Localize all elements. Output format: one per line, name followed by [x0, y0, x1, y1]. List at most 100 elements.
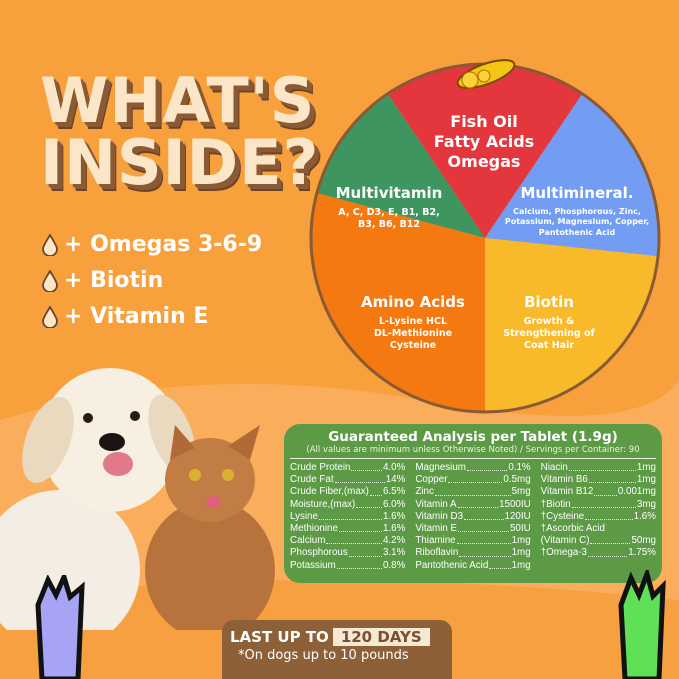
analysis-row: †Cysteine 1.6%: [541, 511, 656, 523]
analysis-row: Phosphorous 3.1%: [290, 547, 405, 559]
bullet-text: + Biotin: [64, 268, 164, 293]
wheel-detail-line: Calcium, Phosphorous, Zinc,: [513, 206, 641, 216]
wheel-title-line: Fish Oil: [450, 112, 518, 131]
wheel-detail-line: Pantothenic Acid: [538, 227, 616, 237]
analysis-column: Magnesium 0.1% Copper 0.5mg Zinc 5mg Vitamin A…: [415, 462, 530, 572]
drop-icon: [42, 269, 58, 292]
last-up-to-label: LAST UP TO: [230, 628, 329, 646]
guaranteed-analysis-panel: Guaranteed Analysis per Tablet (1.9g) (A…: [284, 424, 662, 583]
nutrient-value: 1.6%: [382, 523, 406, 535]
analysis-row: Pantothenic Acid 1mg: [415, 560, 530, 572]
bullet-text: + Vitamin E: [64, 304, 209, 329]
analysis-row: (Vitamin C) 50mg: [541, 535, 656, 547]
bullet-text: + Omegas 3-6-9: [64, 232, 263, 257]
analysis-row: Magnesium 0.1%: [415, 462, 530, 474]
dot-leader: [587, 555, 628, 557]
dot-leader: [457, 506, 499, 508]
analysis-row: Crude Fat 14%: [290, 474, 405, 486]
nutrient-name: Moisture,(max): [290, 498, 356, 510]
nutrient-value: 1mg: [511, 547, 531, 559]
nutrient-value: 1mg: [636, 474, 656, 486]
analysis-row: Niacin 1mg: [541, 462, 656, 474]
dog-and-cat-photo: [0, 368, 275, 630]
nutrient-name: Magnesium: [415, 462, 466, 473]
nutrient-name: Potassium: [290, 559, 336, 571]
dot-leader: [464, 519, 504, 521]
nutrient-value: 1mg: [511, 535, 531, 547]
dot-leader: [459, 555, 511, 557]
wheel-label-amino: Amino Acids L-Lysine HCL DL-Methionine Cyst…: [361, 293, 465, 353]
nutrient-name: Niacin: [540, 462, 568, 473]
nutrient-name: †Biotin: [540, 498, 571, 510]
wheel-detail-line: L-Lysine HCL: [379, 315, 447, 327]
nutrient-name: Vitamin D3: [415, 510, 464, 522]
dot-leader: [318, 519, 382, 521]
nutrient-name: Riboflavin: [415, 547, 459, 559]
wheel-slice-amino: [310, 192, 485, 412]
wheel-slice-biotin: [485, 238, 659, 412]
dot-leader: [338, 531, 382, 533]
dot-leader: [585, 519, 633, 521]
footer-note: *On dogs up to 10 pounds: [238, 648, 409, 663]
wheel-detail-line: Growth &: [523, 315, 575, 327]
analysis-row: †Omega-3 1.75%: [541, 547, 656, 559]
nutrient-value: 0.1%: [508, 462, 531, 473]
wheel-title-line: Fatty Acids: [433, 132, 535, 151]
nutrient-value: 50mg: [631, 535, 656, 547]
nutrient-name: Crude Protein: [290, 462, 351, 473]
wheel-title: Multimineral.: [520, 184, 634, 202]
nutrient-value: 1mg: [511, 559, 531, 571]
wheel-slice-fish: [387, 63, 583, 238]
dot-leader: [348, 555, 382, 557]
wheel-title: Amino Acids: [361, 293, 465, 311]
wheel-title: Multivitamin: [335, 184, 443, 202]
wheel-detail-line: DL-Methionine: [373, 328, 453, 340]
dot-leader: [336, 567, 382, 569]
wheel-slice-multimineral: [485, 93, 660, 257]
dot-leader: [568, 470, 636, 472]
analysis-row: Riboflavin 1mg: [415, 547, 530, 559]
wheel-label-multivitamin: Multivitamin A, C, D3, E, B1, B2, B3, B6, …: [336, 184, 443, 231]
nutrient-name: Vitamin A: [415, 498, 457, 510]
title-line1: WHAT'S: [40, 64, 316, 137]
nutrient-name: †Omega-3: [540, 547, 587, 559]
nutrient-value: 0.5mg: [503, 474, 531, 486]
dot-leader: [489, 567, 511, 569]
wheel-label-fish: Fish Oil Fatty Acids Omegas: [434, 112, 534, 172]
wheel-detail-line: Potassium, Magnesium, Copper,: [504, 217, 650, 227]
nutrient-value: 1.75%: [628, 547, 656, 559]
wheel-slice-multivitamin: [316, 93, 485, 238]
nutrient-name: Pantothenic Acid: [415, 559, 489, 571]
nutrient-value: 5mg: [511, 486, 531, 498]
analysis-row: Crude Fiber,(max) 6.5%: [290, 486, 405, 498]
wheel-detail-line: A, C, D3, E, B1, B2,: [338, 206, 440, 218]
analysis-row: †Ascorbic Acid: [541, 523, 656, 535]
wheel-detail-line: Cysteine: [389, 340, 437, 352]
wheel-label-multimineral: Multimineral. Calcium, Phosphorous, Zinc,…: [505, 184, 649, 238]
nutrient-value: 6.5%: [382, 486, 406, 498]
nutrient-value: 1.6%: [633, 510, 656, 522]
nutrient-value: 4.2%: [382, 535, 406, 547]
analysis-row: Crude Protein 4.0%: [290, 462, 405, 474]
analysis-row: Lysine 1.6%: [290, 511, 405, 523]
bullet-item: + Omegas 3-6-9: [42, 232, 262, 257]
nutrient-value: 120IU: [504, 510, 531, 522]
nutrient-value: 6.0%: [382, 498, 406, 510]
nutrient-name: †Ascorbic Acid: [540, 523, 605, 535]
analysis-row: Moisture,(max) 6.0%: [290, 499, 405, 511]
nutrient-name: Lysine: [290, 510, 318, 522]
nutrient-name: Methionine: [290, 523, 338, 535]
analysis-row: Zinc 5mg: [415, 486, 530, 498]
nutrient-name: (Vitamin C): [540, 535, 590, 547]
analysis-row: †Biotin 3mg: [541, 499, 656, 511]
nutrient-value: 0.001mg: [617, 486, 656, 498]
nutrient-value: 3.1%: [382, 547, 406, 559]
analysis-column: Crude Protein 4.0% Crude Fat 14% Crude Fiber…: [290, 462, 405, 572]
wheel-title-line: Omegas: [447, 152, 521, 171]
dot-leader: [369, 494, 382, 496]
nutrient-name: Zinc: [415, 486, 434, 498]
analysis-row: Thiamine 1mg: [415, 535, 530, 547]
analysis-row: Methionine 1.6%: [290, 523, 405, 535]
nutrient-value: 0.8%: [382, 559, 406, 571]
dot-leader: [356, 506, 382, 508]
